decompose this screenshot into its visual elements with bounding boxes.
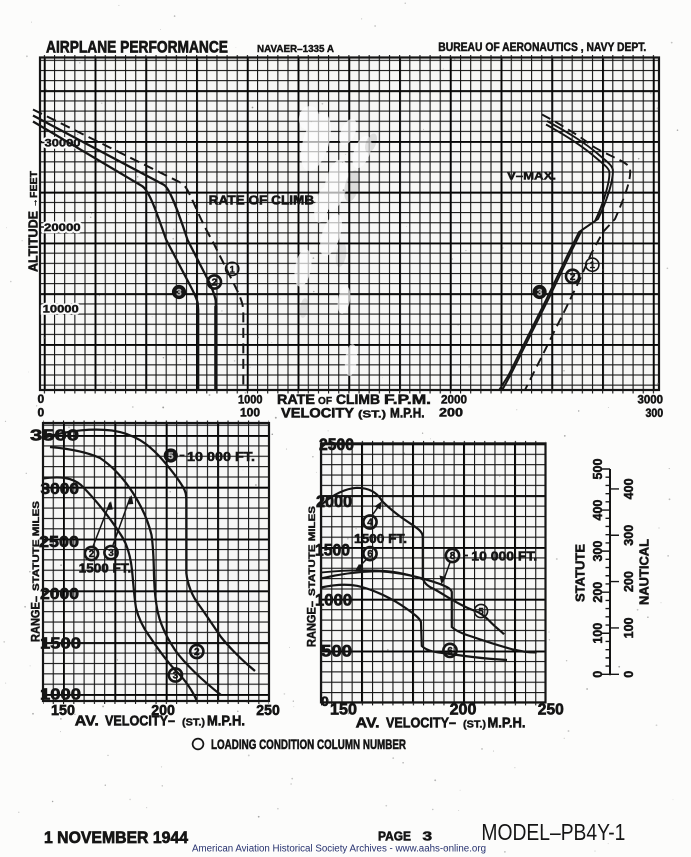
svg-text:0: 0 (38, 406, 45, 420)
svg-text:8: 8 (450, 551, 456, 562)
svg-text:RANGE–: RANGE– (31, 595, 43, 642)
svg-text:6: 6 (367, 549, 373, 560)
svg-text:20000: 20000 (44, 222, 81, 234)
svg-text:2: 2 (194, 647, 200, 658)
svg-text:1: 1 (590, 260, 596, 271)
svg-text:500: 500 (321, 643, 352, 661)
svg-text:10 000 FT.: 10 000 FT. (471, 549, 537, 563)
svg-text:F.P.M.: F.P.M. (384, 392, 431, 407)
svg-text:300: 300 (591, 541, 605, 562)
svg-text:400: 400 (591, 500, 605, 521)
svg-text:AIRPLANE PERFORMANCE: AIRPLANE PERFORMANCE (46, 38, 228, 56)
svg-text:3000: 3000 (41, 481, 80, 498)
svg-text:1000: 1000 (40, 687, 81, 704)
svg-text:30000: 30000 (45, 138, 81, 150)
svg-text:2500: 2500 (319, 436, 354, 454)
svg-text:3: 3 (176, 287, 181, 298)
svg-text:M.P.H.: M.P.H. (207, 714, 245, 730)
svg-text:VELOCITY: VELOCITY (281, 406, 354, 421)
svg-text:200: 200 (439, 406, 463, 420)
svg-text:6: 6 (447, 646, 453, 657)
svg-text:0: 0 (38, 392, 45, 406)
svg-text:V–MAX.: V–MAX. (507, 171, 556, 183)
svg-text:(ST.): (ST.) (358, 410, 386, 421)
svg-text:1000: 1000 (315, 592, 352, 610)
svg-text:250: 250 (538, 702, 564, 719)
svg-text:100: 100 (622, 617, 636, 638)
svg-text:3: 3 (108, 548, 114, 559)
svg-text:RANGE–: RANGE– (307, 600, 319, 647)
svg-text:AV.: AV. (356, 715, 380, 731)
svg-text:STATUTE: STATUTE (573, 544, 588, 602)
svg-text:1500: 1500 (315, 542, 350, 560)
svg-text:VELOCITY–: VELOCITY– (105, 714, 175, 730)
svg-text:→: → (29, 199, 39, 208)
svg-text:STATUTE MILES: STATUTE MILES (31, 501, 42, 591)
svg-text:1: 1 (230, 264, 236, 275)
svg-text:3: 3 (423, 828, 433, 843)
svg-text:CLIMB: CLIMB (336, 392, 380, 407)
svg-text:5: 5 (168, 451, 174, 462)
svg-text:10000: 10000 (43, 304, 79, 316)
svg-text:3: 3 (537, 287, 542, 298)
svg-text:0: 0 (622, 671, 636, 678)
svg-text:300: 300 (622, 525, 636, 546)
svg-text:3: 3 (173, 671, 179, 682)
svg-text:NAUTICAL: NAUTICAL (637, 539, 652, 605)
svg-text:2: 2 (89, 549, 95, 560)
svg-text:STATUTE MILES: STATUTE MILES (307, 506, 318, 596)
svg-text:150: 150 (330, 702, 357, 719)
svg-text:3000: 3000 (638, 393, 664, 407)
svg-text:1000: 1000 (238, 393, 263, 407)
svg-text:2000: 2000 (441, 393, 467, 407)
svg-text:FEET: FEET (28, 170, 40, 198)
svg-text:20000: 20000 (44, 222, 81, 234)
svg-text:M.P.H.: M.P.H. (488, 715, 526, 731)
svg-text:200: 200 (622, 571, 636, 592)
svg-text:2: 2 (212, 278, 218, 289)
svg-text:200: 200 (591, 582, 605, 603)
svg-text:LOADING CONDITION COLUMN NU: LOADING CONDITION COLUMN NUMBER (211, 737, 406, 752)
svg-text:5: 5 (478, 606, 484, 617)
svg-text:200: 200 (151, 702, 175, 719)
svg-text:100: 100 (240, 406, 260, 420)
svg-text:200: 200 (450, 702, 477, 719)
svg-text:2: 2 (570, 272, 576, 283)
svg-text:4: 4 (367, 518, 373, 529)
svg-text:American Aviation Historical S: American Aviation Historical Society Arc… (192, 843, 486, 854)
svg-text:AV.: AV. (75, 714, 99, 730)
svg-text:100: 100 (591, 623, 605, 644)
svg-text:1500 FT.: 1500 FT. (354, 532, 407, 546)
svg-text:10 000 FT.: 10 000 FT. (187, 449, 255, 464)
svg-text:150: 150 (51, 702, 75, 719)
svg-text:NAVAER–1335 A: NAVAER–1335 A (257, 43, 334, 55)
svg-text:(ST.): (ST.) (182, 718, 205, 729)
svg-text:ALTITUDE: ALTITUDE (27, 211, 41, 272)
svg-text:(ST.): (ST.) (463, 719, 486, 730)
svg-text:RATE: RATE (277, 392, 315, 407)
svg-text:1500: 1500 (40, 636, 81, 653)
svg-text:RATE OF CLIMB: RATE OF CLIMB (209, 192, 315, 207)
svg-text:250: 250 (256, 702, 280, 719)
svg-text:30000: 30000 (45, 138, 81, 150)
svg-text:PAGE: PAGE (378, 828, 411, 843)
svg-text:300: 300 (646, 406, 664, 420)
svg-text:2000: 2000 (316, 493, 352, 511)
svg-text:MODEL–PB4Y-1: MODEL–PB4Y-1 (481, 819, 625, 845)
svg-text:500: 500 (591, 459, 605, 480)
svg-text:BUREAU OF AERONAUTICS , NAVY: BUREAU OF AERONAUTICS , NAVY DEPT. (438, 40, 646, 54)
svg-text:400: 400 (622, 478, 636, 499)
svg-text:1 NOVEMBER 1944: 1 NOVEMBER 1944 (44, 828, 189, 847)
svg-text:M.P.H.: M.P.H. (390, 406, 425, 421)
svg-text:1500 FT.: 1500 FT. (79, 562, 132, 576)
svg-text:2500: 2500 (39, 534, 79, 551)
svg-text:2000: 2000 (40, 586, 79, 603)
svg-text:OF: OF (318, 396, 332, 407)
svg-text:10000: 10000 (43, 304, 79, 316)
svg-text:0: 0 (591, 671, 605, 678)
svg-text:0: 0 (321, 693, 329, 709)
svg-text:VELOCITY–: VELOCITY– (386, 715, 456, 731)
